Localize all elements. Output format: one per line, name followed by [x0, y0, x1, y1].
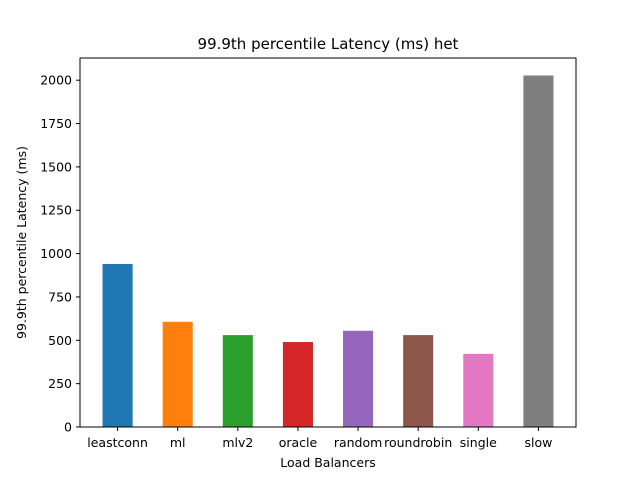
bar-leastconn — [102, 264, 133, 427]
y-axis-label: 99.9th percentile Latency (ms) — [14, 146, 29, 339]
x-tick-label: leastconn — [87, 435, 148, 450]
bars-group — [102, 75, 554, 428]
x-axis: leastconn ml mlv2 oracle random roundrobin sin… — [87, 427, 552, 450]
y-tick-label: 750 — [48, 289, 72, 304]
bar-random — [343, 330, 374, 427]
y-tick-label: 0 — [64, 420, 72, 435]
x-tick-label: random — [334, 435, 382, 450]
y-tick-label: 1500 — [40, 159, 72, 174]
x-tick-label: oracle — [279, 435, 318, 450]
bar-oracle — [282, 342, 313, 427]
y-axis: 0 250 500 750 1000 1250 1500 1750 2000 — [40, 73, 80, 435]
x-axis-label: Load Balancers — [280, 455, 375, 470]
y-tick-label: 2000 — [40, 73, 72, 88]
x-tick-label: ml — [170, 435, 186, 450]
bar-single — [463, 353, 494, 427]
y-tick-label: 250 — [48, 376, 72, 391]
x-tick-label: roundrobin — [384, 435, 452, 450]
y-tick-label: 1000 — [40, 246, 72, 261]
bar-mlv2 — [222, 335, 253, 427]
y-tick-label: 1250 — [40, 203, 72, 218]
bar-ml — [162, 321, 193, 427]
bar-slow — [523, 75, 554, 428]
bar-roundrobin — [403, 335, 434, 427]
x-tick-label: slow — [524, 435, 552, 450]
x-tick-label: single — [460, 435, 497, 450]
x-tick-label: mlv2 — [222, 435, 253, 450]
y-tick-label: 500 — [48, 333, 72, 348]
y-tick-label: 1750 — [40, 116, 72, 131]
plot-frame — [79, 57, 577, 428]
chart-title: 99.9th percentile Latency (ms) het — [198, 35, 459, 53]
